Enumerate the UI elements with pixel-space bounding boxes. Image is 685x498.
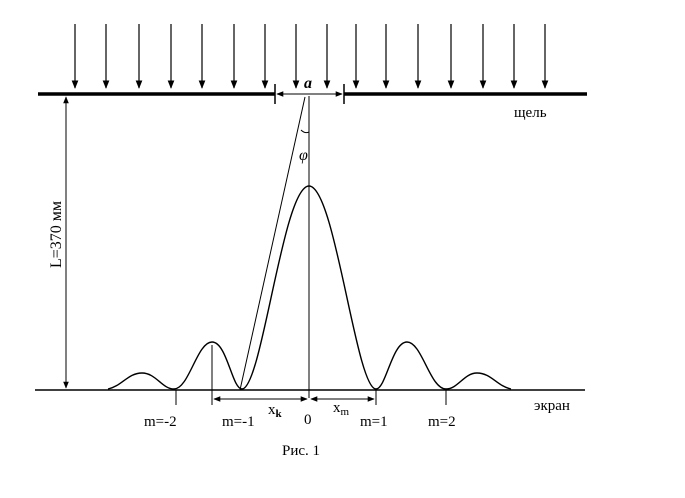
- xm-label: xm: [333, 400, 350, 418]
- xm-label-main: x: [333, 400, 341, 416]
- xm-label-sub: m: [341, 406, 350, 418]
- order-label-m-plus-2: m=2: [428, 414, 456, 430]
- slit-width-label: a: [304, 75, 312, 92]
- angle-arc: [300, 129, 310, 134]
- angle-label: φ: [299, 147, 308, 164]
- figure-caption: Рис. 1: [282, 443, 320, 459]
- screen-label: экран: [534, 398, 570, 414]
- order-label-m-minus-2: m=-2: [144, 414, 177, 430]
- incident-light-arrows: [71, 24, 549, 89]
- order-label-m-plus-1: m=1: [360, 414, 388, 430]
- xk-label-sub: k: [276, 408, 283, 420]
- order-label-m-minus-1: m=-1: [222, 414, 255, 430]
- intensity-curve: [107, 185, 512, 390]
- center-label: 0: [304, 412, 312, 428]
- diffraction-ray: [239, 96, 306, 391]
- slit-label: щель: [514, 105, 547, 121]
- xk-label-main: x: [268, 402, 276, 418]
- xk-label: xk: [268, 402, 283, 420]
- distance-label: L=370 мм: [48, 201, 65, 268]
